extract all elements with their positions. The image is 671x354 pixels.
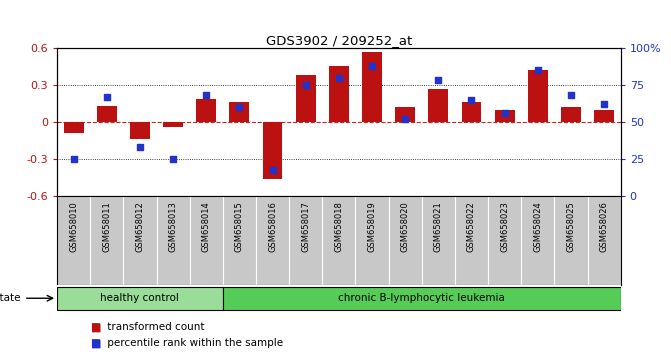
Point xyxy=(433,78,444,83)
Text: GSM658012: GSM658012 xyxy=(136,201,144,252)
Text: GSM658018: GSM658018 xyxy=(334,201,344,252)
Bar xyxy=(130,122,150,139)
Point xyxy=(168,156,178,162)
Bar xyxy=(462,102,481,122)
Point xyxy=(101,94,112,100)
Bar xyxy=(197,98,216,122)
Text: ■: ■ xyxy=(91,338,101,348)
Text: GSM658026: GSM658026 xyxy=(600,201,609,252)
Text: GSM658021: GSM658021 xyxy=(434,201,443,252)
Point xyxy=(499,110,510,116)
Text: healthy control: healthy control xyxy=(101,293,179,303)
Point xyxy=(566,92,576,98)
Text: GSM658011: GSM658011 xyxy=(102,201,111,252)
Text: GSM658025: GSM658025 xyxy=(566,201,576,252)
Bar xyxy=(57,287,223,310)
Bar xyxy=(528,70,548,122)
Bar xyxy=(561,107,581,122)
Bar xyxy=(428,89,448,122)
Bar xyxy=(296,75,315,122)
Bar xyxy=(223,287,621,310)
Text: ■  transformed count: ■ transformed count xyxy=(91,322,204,332)
Text: GSM658013: GSM658013 xyxy=(168,201,178,252)
Point xyxy=(234,104,245,110)
Text: ■  percentile rank within the sample: ■ percentile rank within the sample xyxy=(91,338,282,348)
Point xyxy=(301,82,311,88)
Point xyxy=(201,92,211,98)
Text: GSM658023: GSM658023 xyxy=(500,201,509,252)
Text: disease state: disease state xyxy=(0,293,21,303)
Point xyxy=(333,75,344,80)
Bar xyxy=(64,122,84,133)
Text: GSM658010: GSM658010 xyxy=(69,201,78,252)
Text: GSM658015: GSM658015 xyxy=(235,201,244,252)
Point xyxy=(366,63,377,68)
Bar xyxy=(262,122,282,179)
Text: GSM658022: GSM658022 xyxy=(467,201,476,252)
Bar xyxy=(329,67,349,122)
Text: chronic B-lymphocytic leukemia: chronic B-lymphocytic leukemia xyxy=(338,293,505,303)
Text: GSM658019: GSM658019 xyxy=(368,201,376,252)
Bar xyxy=(495,110,515,122)
Text: ■: ■ xyxy=(91,322,101,332)
Point xyxy=(400,116,411,122)
Bar xyxy=(163,122,183,127)
Bar xyxy=(97,106,117,122)
Point xyxy=(68,156,79,162)
Bar xyxy=(229,102,250,122)
Text: GSM658014: GSM658014 xyxy=(202,201,211,252)
Point xyxy=(135,144,146,150)
Bar xyxy=(594,110,614,122)
Bar xyxy=(395,107,415,122)
Bar xyxy=(362,51,382,122)
Text: GSM658017: GSM658017 xyxy=(301,201,310,252)
Point xyxy=(532,67,543,73)
Text: GSM658024: GSM658024 xyxy=(533,201,542,252)
Text: GSM658020: GSM658020 xyxy=(401,201,410,252)
Title: GDS3902 / 209252_at: GDS3902 / 209252_at xyxy=(266,34,412,47)
Point xyxy=(599,102,609,107)
Point xyxy=(267,167,278,172)
Point xyxy=(466,97,477,103)
Text: GSM658016: GSM658016 xyxy=(268,201,277,252)
